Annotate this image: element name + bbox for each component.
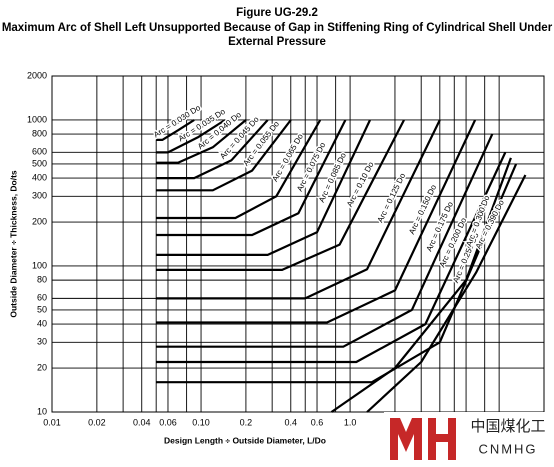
- y-tick-label: 60: [37, 293, 47, 303]
- x-tick-label: 0.01: [43, 417, 61, 427]
- curve: [156, 119, 477, 324]
- y-tick-label: 500: [32, 158, 47, 168]
- y-tick-label: 1000: [27, 114, 47, 124]
- y-tick-label: 20: [37, 362, 47, 372]
- y-tick-label: 800: [32, 128, 47, 138]
- y-tick-label: 400: [32, 172, 47, 182]
- watermark: 中国煤化工 CNMHG: [384, 412, 554, 467]
- x-tick-label: 0.10: [192, 417, 210, 427]
- curve: [156, 119, 292, 192]
- y-tick-label: 600: [32, 147, 47, 157]
- y-tick-label: 10: [37, 406, 47, 416]
- y-tick-label: 80: [37, 275, 47, 285]
- y-tick-label: 300: [32, 191, 47, 201]
- x-tick-label: 0.06: [159, 417, 177, 427]
- chart-subtitle: Maximum Arc of Shell Left Unsupported Be…: [2, 22, 553, 34]
- y-tick-label: 40: [37, 318, 47, 328]
- curve: [330, 157, 512, 413]
- curve: [156, 119, 347, 237]
- curve: [156, 119, 322, 220]
- x-tick-label: 0.04: [133, 417, 151, 427]
- curve: [156, 151, 507, 364]
- watermark-subtext: CNMHG: [478, 441, 537, 456]
- curve: [156, 119, 269, 180]
- curve: [156, 119, 441, 300]
- x-tick-label: 1.0: [344, 417, 357, 427]
- x-tick-label: 0.6: [311, 417, 324, 427]
- chart-subtitle: External Pressure: [228, 36, 326, 48]
- x-tick-label: 0.2: [240, 417, 253, 427]
- y-axis-label: Outside Diameter ÷ Thickness, Do/ts: [8, 170, 18, 318]
- chart-title: Figure UG-29.2: [236, 7, 318, 19]
- curve: [156, 119, 405, 271]
- curve: [156, 119, 371, 256]
- y-tick-label: 50: [37, 304, 47, 314]
- curve: [156, 119, 195, 141]
- y-tick-label: 2000: [27, 70, 47, 80]
- y-tick-label: 30: [37, 337, 47, 347]
- y-tick-label: 200: [32, 216, 47, 226]
- curve: [156, 163, 518, 384]
- x-axis-label: Design Length ÷ Outside Diameter, L/Do: [164, 435, 326, 445]
- x-tick-label: 0.02: [88, 417, 106, 427]
- watermark-logo: [390, 418, 456, 460]
- y-tick-label: 100: [32, 260, 47, 270]
- watermark-text: 中国煤化工: [470, 418, 545, 435]
- curve: [366, 174, 527, 413]
- curve: [156, 119, 247, 164]
- curve: [156, 119, 226, 154]
- x-tick-label: 0.4: [285, 417, 298, 427]
- curve: [156, 133, 494, 348]
